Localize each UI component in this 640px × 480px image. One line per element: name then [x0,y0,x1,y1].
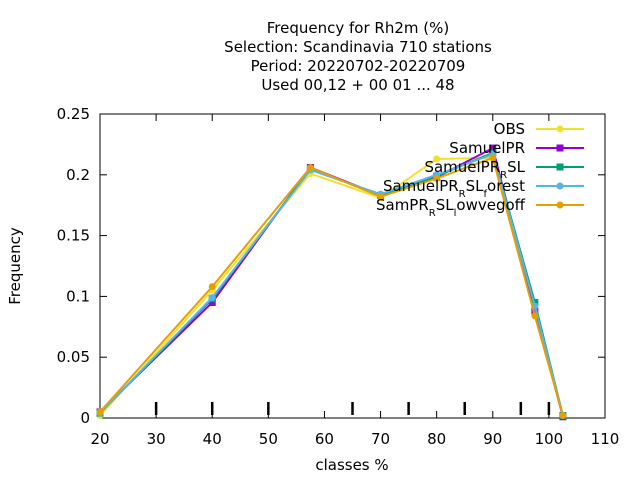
x-tick-label: 60 [315,430,334,448]
y-tick-label: 0.05 [57,348,90,366]
data-point [531,312,539,320]
title-line-3: Period: 20220702-20220709 [251,57,466,75]
title-line-2: Selection: Scandinavia 710 stations [224,38,492,56]
y-tick-label: 0.25 [57,105,90,123]
y-tick-label: 0.2 [66,166,90,184]
chart-title: Frequency for Rh2m (%) Selection: Scandi… [224,19,492,94]
x-tick-label: 20 [90,430,109,448]
plot-frame [99,113,606,419]
legend-marker [556,201,564,209]
legend-marker [556,182,564,190]
title-line-1: Frequency for Rh2m (%) [267,19,449,37]
legend-label: SamuelPRRSL [424,158,525,181]
data-point [96,408,104,416]
y-tick-label: 0.1 [66,287,90,305]
legend: OBSSamuelPRSamuelPRRSLSamuelPRRSLforestS… [376,120,584,219]
y-tick-label: 0 [80,409,90,427]
data-point [531,307,539,315]
data-point [377,193,385,201]
data-point [559,412,567,420]
x-tick-label: 100 [535,430,564,448]
data-point [208,294,216,302]
x-tick-label: 80 [427,430,446,448]
legend-marker [556,125,564,133]
legend-label: SamPRRSLlowvegoff [376,196,526,219]
title-line-4: Used 00,12 + 00 01 ... 48 [261,76,454,94]
x-tick-label: 90 [483,430,502,448]
legend-label: SamuelPR [449,139,525,157]
x-tick-label: 50 [259,430,278,448]
x-tick-label: 110 [591,430,620,448]
y-tick-label: 0.15 [57,227,90,245]
series-line [99,152,564,416]
legend-label: SamuelPRRSLforest [383,177,525,200]
x-tick-label: 30 [147,430,166,448]
data-point [208,283,216,291]
legend-marker [556,144,564,152]
legend-marker [556,163,564,171]
y-axis-label: Frequency [6,227,24,305]
data-point [489,144,497,152]
series-layer [96,144,567,421]
x-tick-label: 70 [371,430,390,448]
x-axis-label: classes % [315,456,388,474]
series-line [99,156,564,416]
data-point [306,164,314,172]
data-point [208,298,216,306]
axes: 0 0.05 0.1 0.15 0.2 0.25 20 30 40 50 60 70 80 90 100 11… [57,105,620,448]
series-5 [96,154,567,420]
data-point [489,154,497,162]
data-point [433,174,441,182]
legend-label: OBS [494,120,525,138]
x-tick-label: 40 [203,430,222,448]
data-point [433,155,441,163]
